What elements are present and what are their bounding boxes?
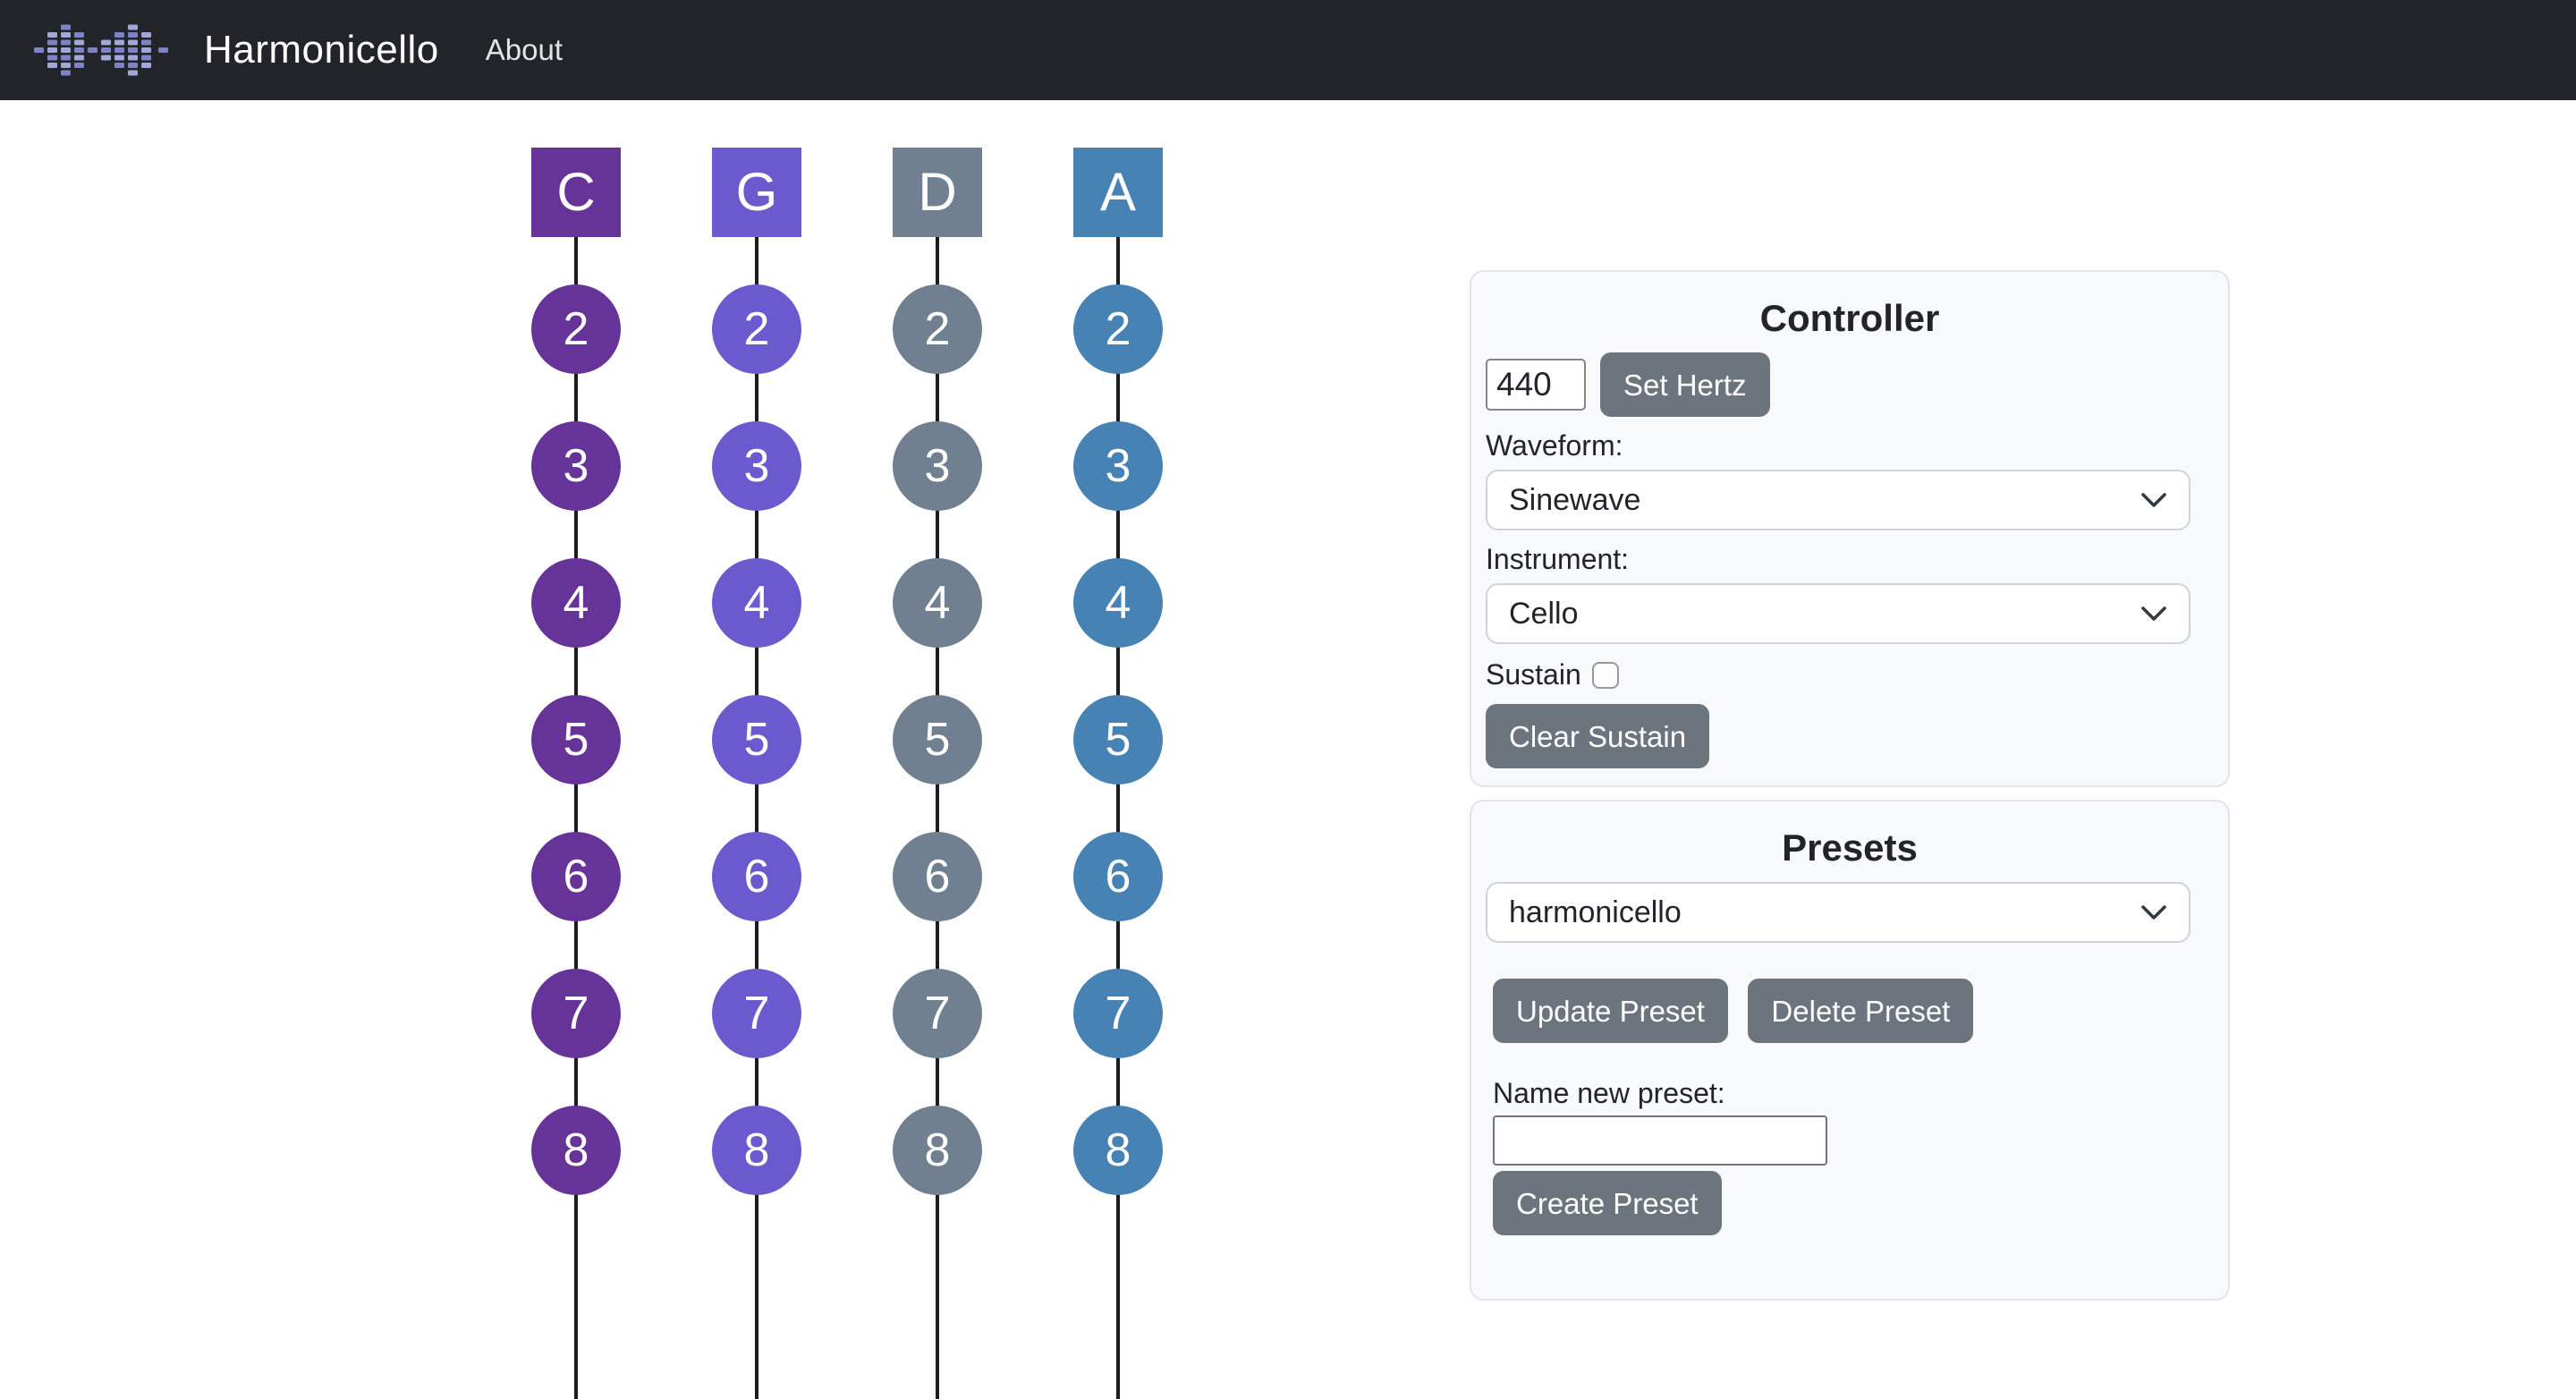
- note-circle-d-8[interactable]: 8: [893, 1106, 982, 1195]
- note-circle-c-6[interactable]: 6: [531, 832, 621, 921]
- new-preset-name-input[interactable]: [1493, 1115, 1827, 1166]
- note-circle-a-5[interactable]: 5: [1073, 695, 1163, 784]
- instrument-select[interactable]: Cello: [1486, 583, 2190, 644]
- note-circle-d-3[interactable]: 3: [893, 421, 982, 511]
- note-circle-a-7[interactable]: 7: [1073, 969, 1163, 1058]
- note-circle-c-7[interactable]: 7: [531, 969, 621, 1058]
- note-circle-g-6[interactable]: 6: [712, 832, 801, 921]
- note-circle-d-5[interactable]: 5: [893, 695, 982, 784]
- string-column-c: C 2 3 4 5 6 7 8: [531, 148, 621, 1399]
- instrument-selected-value: Cello: [1509, 596, 1579, 631]
- note-circle-c-5[interactable]: 5: [531, 695, 621, 784]
- string-board: C 2 3 4 5 6 7 8 G 2 3 4 5 6 7 8 D 2 3 4 5 6 7 8 A 2 3 4 5 6 7 8: [531, 148, 1163, 1399]
- note-circle-g-8[interactable]: 8: [712, 1106, 801, 1195]
- clear-sustain-button[interactable]: Clear Sustain: [1486, 704, 1710, 768]
- set-hertz-button[interactable]: Set Hertz: [1600, 352, 1770, 417]
- presets-card: Presets harmonicello Update Preset Delet…: [1470, 800, 2230, 1301]
- note-circle-g-5[interactable]: 5: [712, 695, 801, 784]
- string-line: [1116, 233, 1120, 1399]
- string-line: [755, 233, 758, 1399]
- note-circle-d-4[interactable]: 4: [893, 558, 982, 648]
- note-circle-d-2[interactable]: 2: [893, 284, 982, 374]
- note-circle-a-2[interactable]: 2: [1073, 284, 1163, 374]
- note-circle-a-6[interactable]: 6: [1073, 832, 1163, 921]
- string-column-g: G 2 3 4 5 6 7 8: [712, 148, 801, 1399]
- create-preset-button[interactable]: Create Preset: [1493, 1171, 1722, 1235]
- preset-select[interactable]: harmonicello: [1486, 882, 2190, 943]
- hertz-row: Set Hertz: [1486, 352, 2214, 417]
- string-header-a[interactable]: A: [1073, 148, 1163, 237]
- string-header-g[interactable]: G: [712, 148, 801, 237]
- sustain-label: Sustain: [1486, 658, 1581, 691]
- note-circle-g-3[interactable]: 3: [712, 421, 801, 511]
- preset-buttons-row: Update Preset Delete Preset: [1493, 979, 2214, 1043]
- note-circle-c-3[interactable]: 3: [531, 421, 621, 511]
- waveform-label: Waveform:: [1486, 429, 1623, 462]
- chevron-down-icon: [2141, 493, 2166, 507]
- note-circle-g-2[interactable]: 2: [712, 284, 801, 374]
- sustain-row: Sustain: [1486, 658, 2214, 691]
- note-circle-a-4[interactable]: 4: [1073, 558, 1163, 648]
- delete-preset-button[interactable]: Delete Preset: [1748, 979, 1974, 1043]
- chevron-down-icon: [2141, 606, 2166, 621]
- equalizer-logo-icon: [34, 24, 168, 76]
- note-circle-g-4[interactable]: 4: [712, 558, 801, 648]
- note-circle-d-6[interactable]: 6: [893, 832, 982, 921]
- name-new-preset-label: Name new preset:: [1493, 1077, 1725, 1109]
- note-circle-c-2[interactable]: 2: [531, 284, 621, 374]
- note-circle-a-8[interactable]: 8: [1073, 1106, 1163, 1195]
- string-column-a: A 2 3 4 5 6 7 8: [1073, 148, 1163, 1399]
- navbar: Harmonicello About: [0, 0, 2576, 100]
- navbar-brand[interactable]: Harmonicello: [204, 28, 439, 72]
- string-line: [936, 233, 939, 1399]
- hertz-input[interactable]: [1486, 359, 1586, 411]
- nav-link-about[interactable]: About: [485, 33, 564, 66]
- note-circle-c-4[interactable]: 4: [531, 558, 621, 648]
- instrument-label: Instrument:: [1486, 543, 1630, 575]
- string-column-d: D 2 3 4 5 6 7 8: [893, 148, 982, 1399]
- note-circle-d-7[interactable]: 7: [893, 969, 982, 1058]
- waveform-select[interactable]: Sinewave: [1486, 470, 2190, 530]
- string-header-c[interactable]: C: [531, 148, 621, 237]
- sustain-checkbox[interactable]: [1591, 661, 1619, 689]
- presets-title: Presets: [1782, 827, 1918, 869]
- preset-selected-value: harmonicello: [1509, 895, 1682, 929]
- update-preset-button[interactable]: Update Preset: [1493, 979, 1728, 1043]
- note-circle-a-3[interactable]: 3: [1073, 421, 1163, 511]
- chevron-down-icon: [2141, 905, 2166, 920]
- controller-card: Controller Set Hertz Waveform: Sinewave …: [1470, 270, 2230, 787]
- note-circle-g-7[interactable]: 7: [712, 969, 801, 1058]
- string-header-d[interactable]: D: [893, 148, 982, 237]
- controller-title: Controller: [1759, 297, 1940, 339]
- waveform-selected-value: Sinewave: [1509, 482, 1641, 517]
- string-line: [574, 233, 578, 1399]
- note-circle-c-8[interactable]: 8: [531, 1106, 621, 1195]
